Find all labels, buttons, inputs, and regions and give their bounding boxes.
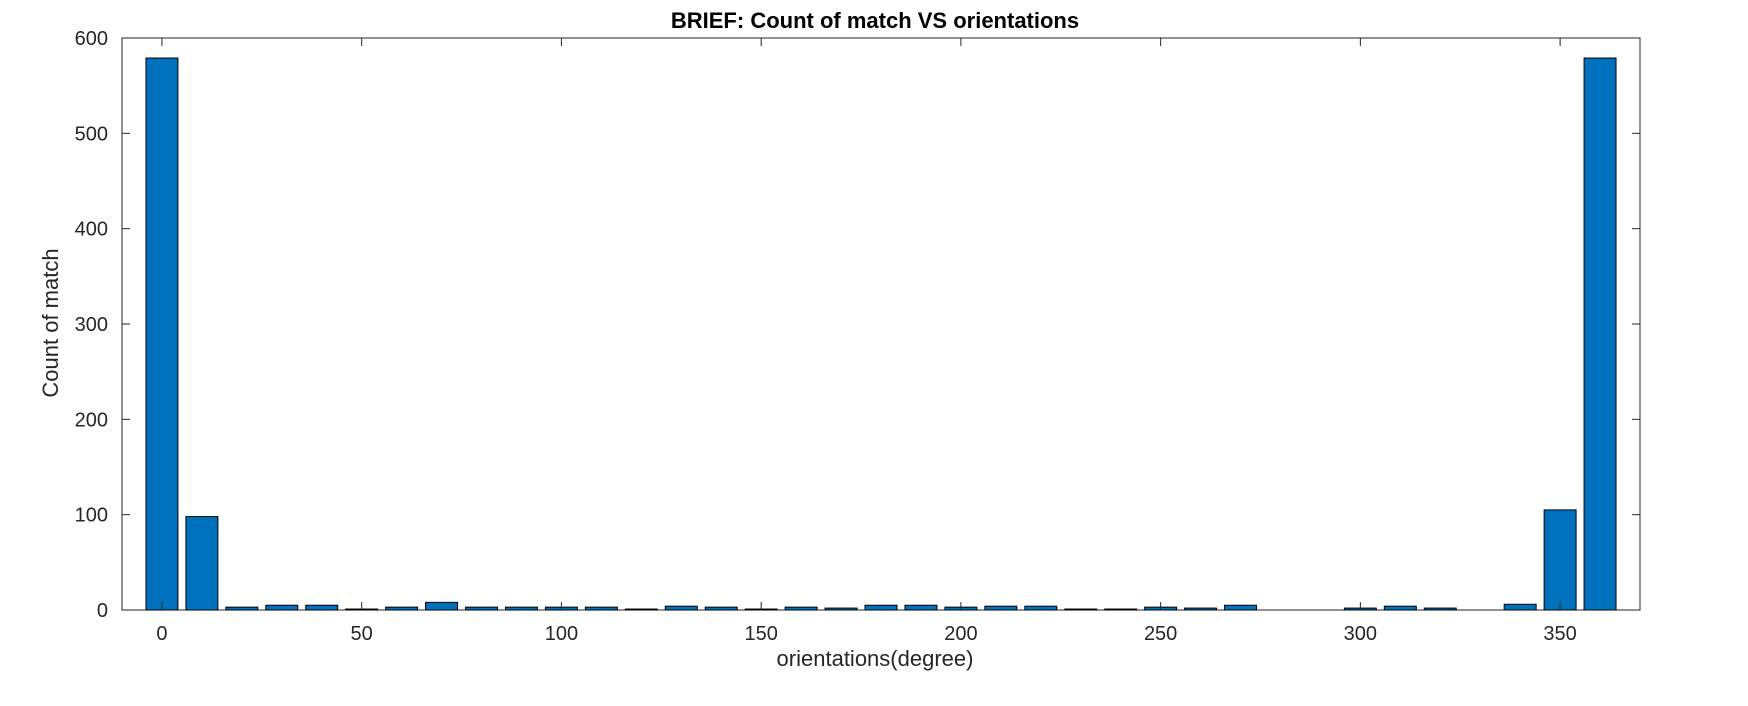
bar-190	[904, 604, 938, 611]
bar-230	[1064, 608, 1098, 611]
bar-140	[704, 606, 738, 611]
chart-title: BRIEF: Count of match VS orientations	[671, 8, 1079, 33]
x-axis-label: orientations(degree)	[777, 646, 974, 671]
bar-170	[824, 607, 858, 611]
bar-320	[1423, 607, 1457, 611]
y-tick-label-400: 400	[75, 219, 108, 241]
bar-110	[584, 606, 618, 611]
y-tick-label-500: 500	[75, 123, 108, 145]
bar-60	[385, 606, 419, 611]
bar-210	[984, 605, 1018, 611]
x-axis-ticks: 0 50 100 150 200 250 300 350	[156, 38, 1577, 645]
bar-160	[784, 606, 818, 611]
plot-frame	[121, 37, 1641, 611]
bar-10	[185, 516, 219, 611]
y-tick-label-300: 300	[75, 314, 108, 336]
bar-360	[1583, 57, 1617, 611]
x-tick-label-150: 150	[744, 623, 777, 645]
bar-220	[1024, 605, 1058, 611]
x-tick-label-300: 300	[1344, 623, 1377, 645]
x-tick-label-100: 100	[545, 623, 578, 645]
y-tick-label-100: 100	[75, 505, 108, 527]
bar-80	[465, 606, 499, 611]
bar-180	[864, 604, 898, 611]
bar-20	[225, 606, 259, 611]
bar-40	[305, 604, 339, 611]
x-tick-label-350: 350	[1543, 623, 1576, 645]
bar-0	[145, 57, 179, 611]
y-tick-label-600: 600	[75, 28, 108, 50]
bar-240	[1104, 608, 1138, 611]
x-tick-label-50: 50	[351, 623, 373, 645]
y-tick-label-200: 200	[75, 409, 108, 431]
bar-260	[1184, 607, 1218, 611]
x-tick-label-250: 250	[1144, 623, 1177, 645]
y-axis-label: Count of match	[38, 248, 63, 397]
x-tick-label-0: 0	[156, 623, 167, 645]
bar-120	[624, 608, 658, 611]
bar-350	[1543, 509, 1577, 611]
bar-310	[1383, 605, 1417, 611]
y-tick-label-0: 0	[97, 600, 108, 622]
bar-130	[664, 605, 698, 611]
bars-group	[145, 57, 1617, 611]
bar-90	[504, 606, 538, 611]
bar-270	[1224, 604, 1258, 611]
bar-70	[425, 601, 459, 611]
bar-30	[265, 604, 299, 611]
y-axis-ticks: 0 100 200 300 400 500 600	[75, 28, 1640, 622]
bar-340	[1503, 603, 1537, 611]
x-tick-label-200: 200	[944, 623, 977, 645]
